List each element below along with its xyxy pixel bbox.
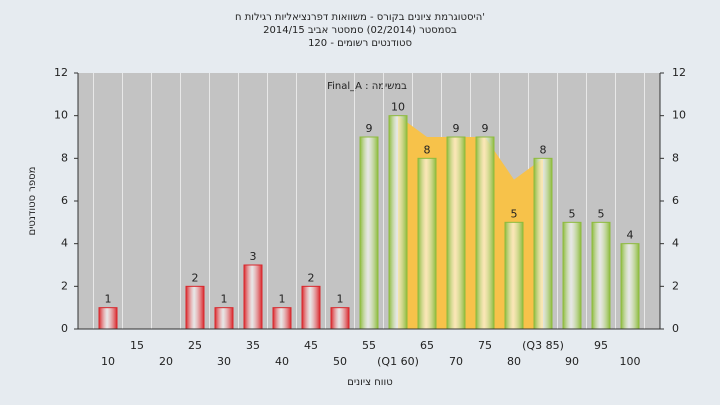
bar <box>330 307 350 330</box>
title: סטודנטים רשומים - 120 <box>308 38 412 49</box>
x-tick-label: 30 <box>217 355 231 368</box>
y-axis-label: מספר סטודנטים <box>27 167 38 236</box>
value-label: 3 <box>250 250 257 263</box>
value-label: 9 <box>453 122 460 135</box>
value-label: 8 <box>540 143 547 156</box>
y-tick-label: 12 <box>54 66 68 79</box>
y-tick-label: 8 <box>61 151 68 164</box>
y2-tick-label: 8 <box>672 151 679 164</box>
bar <box>475 136 495 330</box>
value-label: 2 <box>192 271 199 284</box>
x-tick-label: 75 <box>478 339 492 352</box>
title: היסטוגרמת ציונים בקורס - משוואות דפרנציא… <box>235 12 485 23</box>
bar <box>359 136 379 330</box>
x-tick-label: 20 <box>159 355 173 368</box>
y2-tick-label: 0 <box>672 322 679 335</box>
title: בסמסטר (02/2014) סמסטר אביב 2014/15 <box>263 25 457 36</box>
y2-tick-label: 10 <box>672 109 686 122</box>
x-tick-label: 35 <box>246 339 260 352</box>
value-label: 10 <box>391 101 405 114</box>
x-tick-label: 70 <box>449 355 463 368</box>
value-label: 1 <box>221 293 228 306</box>
y-tick-label: 0 <box>61 322 68 335</box>
annotation: Final_A : במשימה <box>327 81 407 92</box>
x-tick-label: 80 <box>507 355 521 368</box>
x-tick-label: 40 <box>275 355 289 368</box>
bar <box>272 307 292 330</box>
value-label: 1 <box>337 293 344 306</box>
y2-tick-label: 12 <box>672 66 686 79</box>
x-tick-label: 25 <box>188 339 202 352</box>
x-tick-label: 50 <box>333 355 347 368</box>
x-tick-label: 90 <box>565 355 579 368</box>
bar <box>388 115 408 330</box>
value-label: 2 <box>308 271 315 284</box>
bar <box>214 307 234 330</box>
y-tick-label: 10 <box>54 109 68 122</box>
value-label: 9 <box>366 122 373 135</box>
bar <box>185 285 205 330</box>
bar <box>301 285 321 330</box>
value-label: 9 <box>482 122 489 135</box>
bar <box>98 307 118 330</box>
value-label: 5 <box>511 207 518 220</box>
bar <box>620 243 640 330</box>
x-tick-label: (Q1 60) <box>377 355 419 368</box>
bar <box>243 264 263 330</box>
bar <box>504 221 524 330</box>
x-tick-label: 65 <box>420 339 434 352</box>
value-label: 5 <box>569 207 576 220</box>
x-tick-label: 100 <box>620 355 641 368</box>
bar <box>533 157 553 330</box>
x-tick-label: 55 <box>362 339 376 352</box>
value-label: 5 <box>598 207 605 220</box>
value-label: 1 <box>279 293 286 306</box>
value-label: 8 <box>424 143 431 156</box>
bar <box>446 136 466 330</box>
y2-tick-label: 4 <box>672 237 679 250</box>
y-tick-label: 2 <box>61 279 68 292</box>
y-tick-label: 6 <box>61 194 68 207</box>
x-tick-label: 45 <box>304 339 318 352</box>
x-axis-label: טווח ציונים <box>347 377 392 388</box>
value-label: 1 <box>105 293 112 306</box>
bar <box>562 221 582 330</box>
y2-tick-label: 6 <box>672 194 679 207</box>
y2-tick-label: 2 <box>672 279 679 292</box>
value-label: 4 <box>627 229 634 242</box>
x-tick-label: (Q3 85) <box>522 339 564 352</box>
x-tick-label: 15 <box>130 339 144 352</box>
x-tick-label: 95 <box>594 339 608 352</box>
y-tick-label: 4 <box>61 237 68 250</box>
bar <box>417 157 437 330</box>
x-tick-label: 10 <box>101 355 115 368</box>
bar <box>591 221 611 330</box>
